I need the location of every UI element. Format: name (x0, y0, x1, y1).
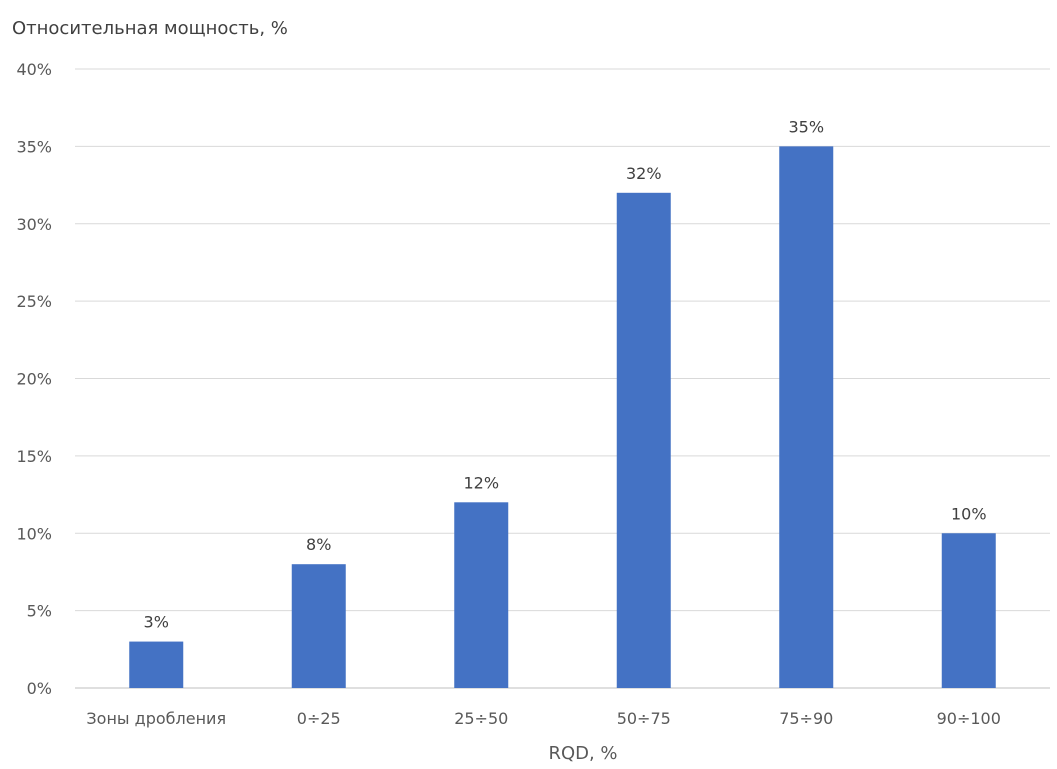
y-axis-title: Относительная мощность, % (12, 18, 288, 39)
bars (129, 146, 996, 689)
x-tick-label: 75÷90 (779, 709, 833, 728)
bar (779, 146, 834, 688)
y-tick-label: 40% (16, 60, 52, 79)
bar (941, 533, 996, 688)
bar (616, 192, 671, 689)
data-label: 12% (463, 473, 499, 492)
x-tick-label: 90÷100 (937, 709, 1001, 728)
x-tick-label: 0÷25 (297, 709, 341, 728)
data-label: 32% (626, 164, 662, 183)
y-tick-label: 10% (16, 524, 52, 543)
y-tick-label: 0% (27, 679, 52, 698)
y-tick-label: 20% (16, 370, 52, 389)
data-label: 35% (788, 117, 824, 136)
x-tick-label: 50÷75 (617, 709, 671, 728)
y-tick-label: 30% (16, 215, 52, 234)
bar (129, 641, 184, 688)
bar (291, 564, 346, 688)
x-tick-label: Зоны дробления (86, 709, 226, 728)
bar (454, 502, 509, 688)
y-tick-label: 25% (16, 292, 52, 311)
data-label: 10% (951, 504, 987, 523)
y-tick-label: 15% (16, 447, 52, 466)
x-tick-label: 25÷50 (454, 709, 508, 728)
data-label: 8% (306, 535, 331, 554)
data-labels: 3% 8% 12% 32% 35% 10% (144, 117, 987, 631)
y-tick-label: 35% (16, 137, 52, 156)
x-axis-title: RQD, % (548, 743, 617, 764)
data-label: 3% (144, 613, 169, 632)
y-tick-label: 5% (27, 602, 52, 621)
x-tick-labels: Зоны дробления 0÷25 25÷50 50÷75 75÷90 90÷100 (86, 709, 1000, 728)
gridlines (75, 68, 1050, 689)
y-tick-labels: 0% 5% 10% 15% 20% 25% 30% 35% 40% (16, 60, 52, 698)
